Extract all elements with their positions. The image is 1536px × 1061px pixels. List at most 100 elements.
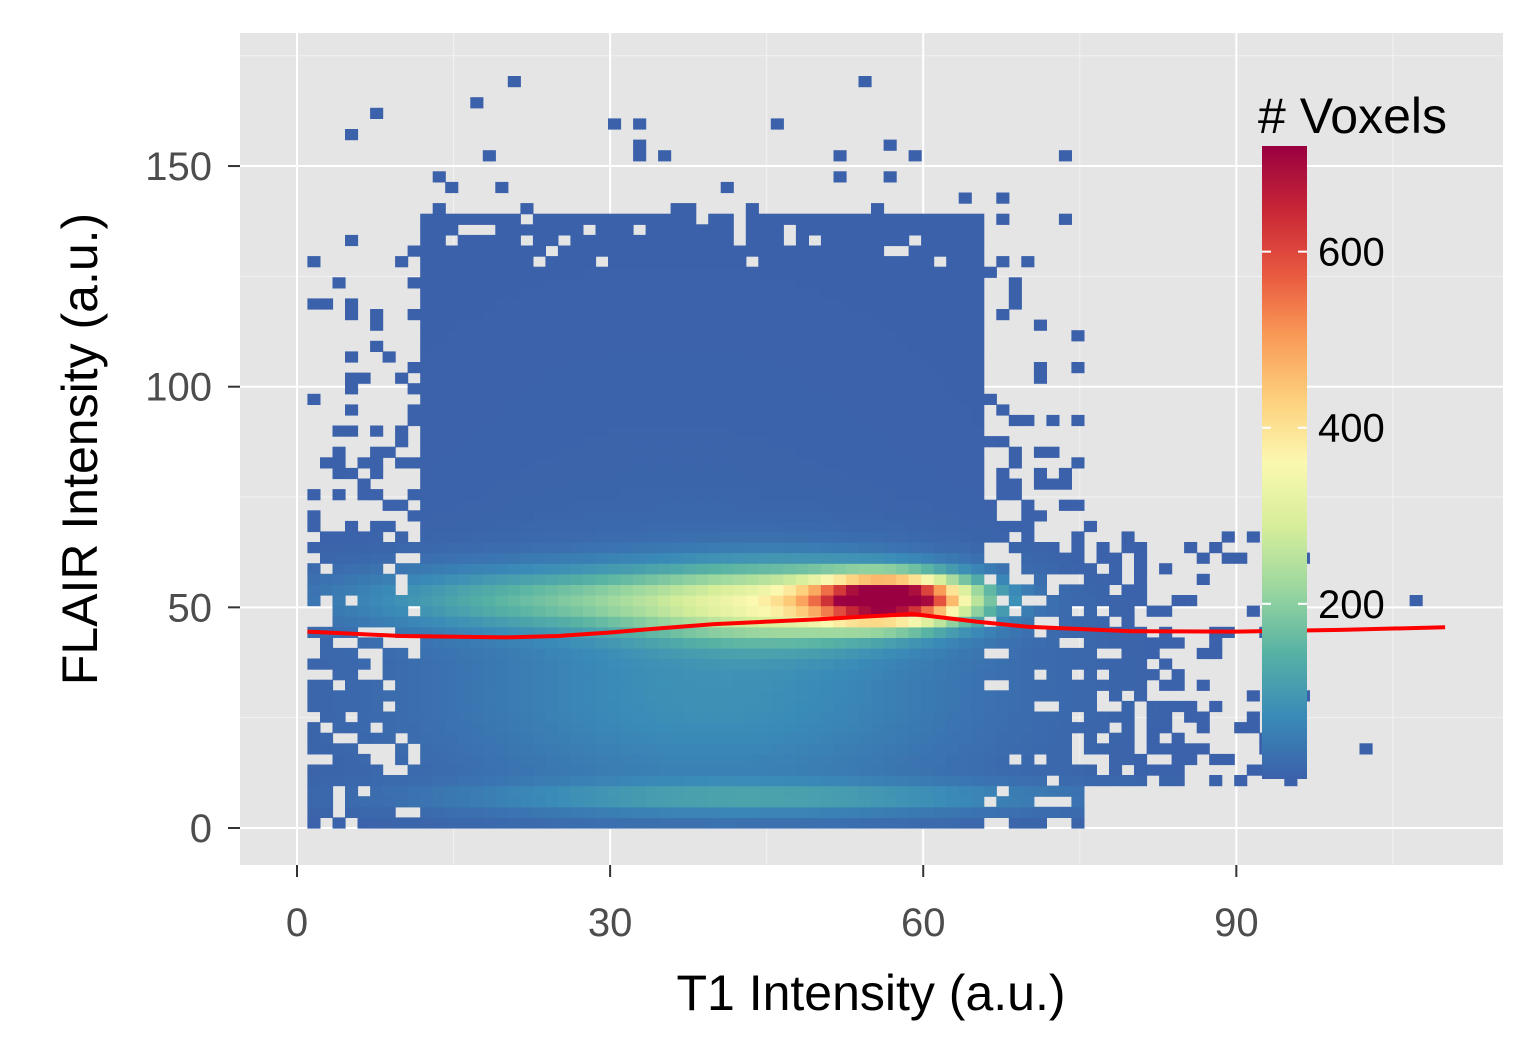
heatmap-tile <box>971 743 985 755</box>
heatmap-tile <box>457 722 471 734</box>
heatmap-tile <box>1083 637 1097 649</box>
heatmap-tile <box>733 393 747 405</box>
heatmap-tile <box>583 679 597 691</box>
heatmap-tile <box>783 679 797 691</box>
heatmap-tile <box>770 584 784 596</box>
heatmap-tile <box>545 753 559 766</box>
heatmap-tile <box>871 531 885 543</box>
heatmap-tile <box>595 542 609 554</box>
heatmap-tile <box>608 690 622 702</box>
heatmap-tile <box>983 700 997 713</box>
heatmap-tile <box>733 722 747 734</box>
heatmap-tile <box>583 425 597 437</box>
heatmap-tile <box>307 256 321 268</box>
heatmap-tile <box>645 584 659 596</box>
heatmap-tile <box>357 753 371 766</box>
heatmap-tile <box>445 383 459 395</box>
heatmap-tile <box>883 637 897 649</box>
heatmap-tile <box>733 679 747 691</box>
heatmap-tile <box>770 690 784 702</box>
heatmap-tile <box>695 414 709 427</box>
heatmap-tile <box>570 626 584 638</box>
heatmap-tile <box>670 414 684 427</box>
heatmap-tile <box>570 287 584 299</box>
heatmap-tile <box>996 563 1010 575</box>
heatmap-tile <box>921 520 935 533</box>
heatmap-tile <box>320 690 334 702</box>
heatmap-tile <box>1121 595 1135 607</box>
heatmap-tile <box>958 669 972 681</box>
heatmap-tile <box>520 351 534 363</box>
heatmap-tile <box>658 298 672 310</box>
heatmap-tile <box>457 256 471 268</box>
heatmap-tile <box>820 573 834 585</box>
heatmap-tile <box>846 340 860 352</box>
heatmap-tile <box>908 743 922 755</box>
heatmap-tile <box>958 796 972 808</box>
heatmap-tile <box>820 414 834 427</box>
heatmap-tile <box>695 753 709 766</box>
heatmap-tile <box>595 775 609 787</box>
heatmap-tile <box>507 287 521 299</box>
heatmap-tile <box>808 393 822 405</box>
heatmap-tile <box>896 436 910 448</box>
heatmap-tile <box>695 595 709 607</box>
heatmap-tile <box>658 584 672 596</box>
heatmap-tile <box>482 542 496 554</box>
heatmap-tile <box>695 658 709 670</box>
heatmap-tile <box>1008 700 1022 713</box>
heatmap-tile <box>570 383 584 395</box>
heatmap-tile <box>608 669 622 681</box>
heatmap-tile <box>1071 330 1085 342</box>
heatmap-tile <box>971 690 985 702</box>
heatmap-tile <box>583 372 597 384</box>
heatmap-tile <box>608 531 622 543</box>
heatmap-tile <box>933 489 947 501</box>
heatmap-tile <box>320 542 334 554</box>
heatmap-tile <box>971 362 985 374</box>
heatmap-tile <box>683 637 697 649</box>
heatmap-tile <box>370 595 384 607</box>
heatmap-tile <box>407 245 421 257</box>
heatmap-tile <box>695 309 709 321</box>
heatmap-tile <box>745 669 759 681</box>
heatmap-tile <box>833 330 847 342</box>
heatmap-tile <box>908 796 922 808</box>
heatmap-tile <box>695 499 709 511</box>
heatmap-tile <box>783 542 797 554</box>
heatmap-tile <box>733 446 747 458</box>
heatmap-tile <box>896 213 910 225</box>
heatmap-tile <box>670 690 684 702</box>
heatmap-tile <box>795 436 809 448</box>
heatmap-tile <box>557 414 571 427</box>
heatmap-tile <box>946 362 960 374</box>
heatmap-tile <box>871 542 885 554</box>
heatmap-tile <box>745 775 759 787</box>
y-tick-label: 50 <box>168 586 213 630</box>
heatmap-tile <box>445 595 459 607</box>
heatmap-tile <box>1021 679 1035 691</box>
heatmap-tile <box>395 457 409 469</box>
heatmap-tile <box>670 213 684 225</box>
heatmap-tile <box>620 414 634 427</box>
heatmap-tile <box>908 224 922 236</box>
heatmap-tile <box>457 446 471 458</box>
heatmap-tile <box>658 732 672 744</box>
heatmap-tile <box>633 393 647 405</box>
heatmap-tile <box>557 383 571 395</box>
heatmap-tile <box>332 616 346 628</box>
heatmap-tile <box>1184 753 1198 766</box>
heatmap-tile <box>307 298 321 310</box>
heatmap-tile <box>470 743 484 755</box>
heatmap-tile <box>1046 563 1060 575</box>
heatmap-tile <box>445 351 459 363</box>
heatmap-tile <box>808 383 822 395</box>
heatmap-tile <box>507 626 521 638</box>
heatmap-tile <box>783 489 797 501</box>
heatmap-tile <box>345 531 359 543</box>
heatmap-tile <box>808 446 822 458</box>
heatmap-tile <box>482 457 496 469</box>
heatmap-tile <box>871 319 885 331</box>
heatmap-tile <box>432 626 446 638</box>
heatmap-tile <box>883 436 897 448</box>
